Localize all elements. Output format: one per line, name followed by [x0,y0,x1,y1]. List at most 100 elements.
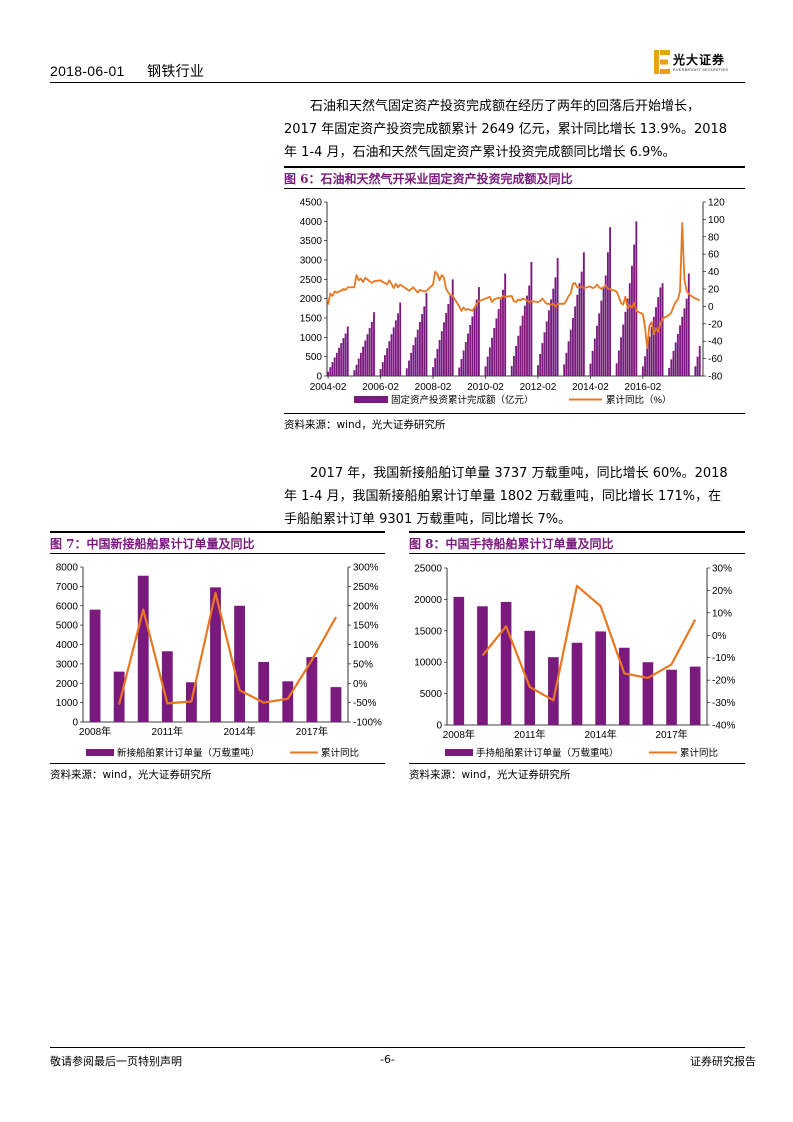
x-tick-label: 2010-02 [467,382,504,393]
bar [418,321,421,376]
bar [628,283,631,376]
y-left-tick-label: 3500 [300,236,323,247]
y-left-tick-label: 25000 [414,564,442,575]
bar [659,287,662,376]
y-left-tick-label: 0 [72,718,78,729]
bar [373,312,375,376]
bar [578,283,581,376]
bar [569,329,572,376]
y-right-tick-label: 50% [353,659,373,670]
bar [547,310,550,376]
legend-bar-label: 固定资产投资累计完成额（亿元） [391,394,534,406]
paragraph-line: 年 1-4 月，石油和天然气固定资产累计投资完成额同比增长 6.9%。 [284,145,676,160]
bar [646,346,649,376]
bar [137,575,149,722]
bar [346,326,349,376]
bar [381,362,384,376]
y-right-tick-label: -50% [353,698,376,709]
x-tick-label: 2008年 [79,725,111,738]
bar [447,304,450,376]
paragraph-line: 2017 年固定资产投资完成额累计 2649 亿元，累计同比增长 13.9%。2… [284,122,728,137]
figure-8-title-rule [409,553,745,554]
header-rule [50,82,745,83]
bar [556,258,559,376]
bar [696,356,699,376]
bar [421,314,424,376]
bar [399,302,402,376]
bar [596,325,598,376]
legend-bar-swatch [445,749,473,756]
bar [451,279,454,376]
bar [432,367,434,376]
bar [593,338,596,376]
legend-bar-label: 新接船舶累计订单量（万载重吨） [117,747,260,759]
x-tick-label: 2011年 [514,728,546,741]
footer-disclaimer-link: 敬请参阅最后一页特别声明 [50,1055,182,1068]
bar [606,252,609,376]
figure-7-bottom-rule [50,763,385,764]
bar [210,587,221,722]
bar [405,368,408,376]
y-right-tick-label: -20% [712,676,735,687]
bar [676,333,679,376]
bar [510,365,513,376]
bar [591,350,594,376]
bar [486,356,489,376]
bar [545,321,548,376]
y-right-tick-label: 100 [708,215,725,226]
y-right-tick-label: 80 [708,232,720,243]
y-right-tick-label: 20% [712,586,732,597]
bar [335,352,338,376]
bar [530,261,533,376]
bar [521,315,524,376]
figure-6-title-rule [284,188,745,189]
figure-7-source: 资料来源：wind，光大证券研究所 [50,769,212,781]
bar [655,307,657,376]
bar [467,333,469,376]
figure-6-top-rule [284,166,745,168]
bar [445,312,448,376]
y-right-tick-label: 200% [353,601,379,612]
x-tick-label: 2016-02 [625,382,662,393]
bar [617,350,620,376]
y-left-tick-label: 0 [316,372,322,383]
report-date: 2018-06-01 [50,63,125,79]
bar [161,651,173,722]
x-tick-label: 2017年 [655,728,687,741]
y-left-tick-label: 2500 [300,275,323,286]
figure-8-source: 资料来源：wind，光大证券研究所 [409,769,571,781]
logo-text-cn: 光大证券 [673,53,726,67]
y-right-tick-label: -30% [712,698,735,709]
everbright-logo-icon [654,50,670,74]
bar [340,343,343,376]
bar [89,609,101,722]
legend-bar-swatch [354,396,388,403]
y-right-tick-label: -10% [712,653,735,664]
figure-6-source: 资料来源：wind，光大证券研究所 [284,419,446,431]
bar [460,358,463,376]
bar [528,285,531,376]
bar [563,364,566,376]
yoy-line [327,222,701,350]
bar [388,341,391,376]
y-left-tick-label: 500 [305,352,322,363]
x-tick-label: 2004-02 [310,382,347,393]
bar [495,318,498,376]
y-right-tick-label: 250% [353,582,379,593]
bar [571,642,583,725]
y-right-tick-label: 0% [353,679,368,690]
bar [423,306,426,376]
y-right-tick-label: -80 [708,372,723,383]
bar [642,662,654,725]
bar [491,337,493,376]
bar [306,657,318,722]
x-tick-label: 2017年 [296,725,328,738]
bar [595,631,606,725]
y-left-tick-label: 1000 [300,333,323,344]
y-right-tick-label: -60 [708,354,723,365]
y-right-tick-label: 0% [712,631,727,642]
bar [526,295,528,376]
bar [670,359,673,376]
bar [650,326,653,376]
y-left-tick-label: 2000 [56,679,79,690]
